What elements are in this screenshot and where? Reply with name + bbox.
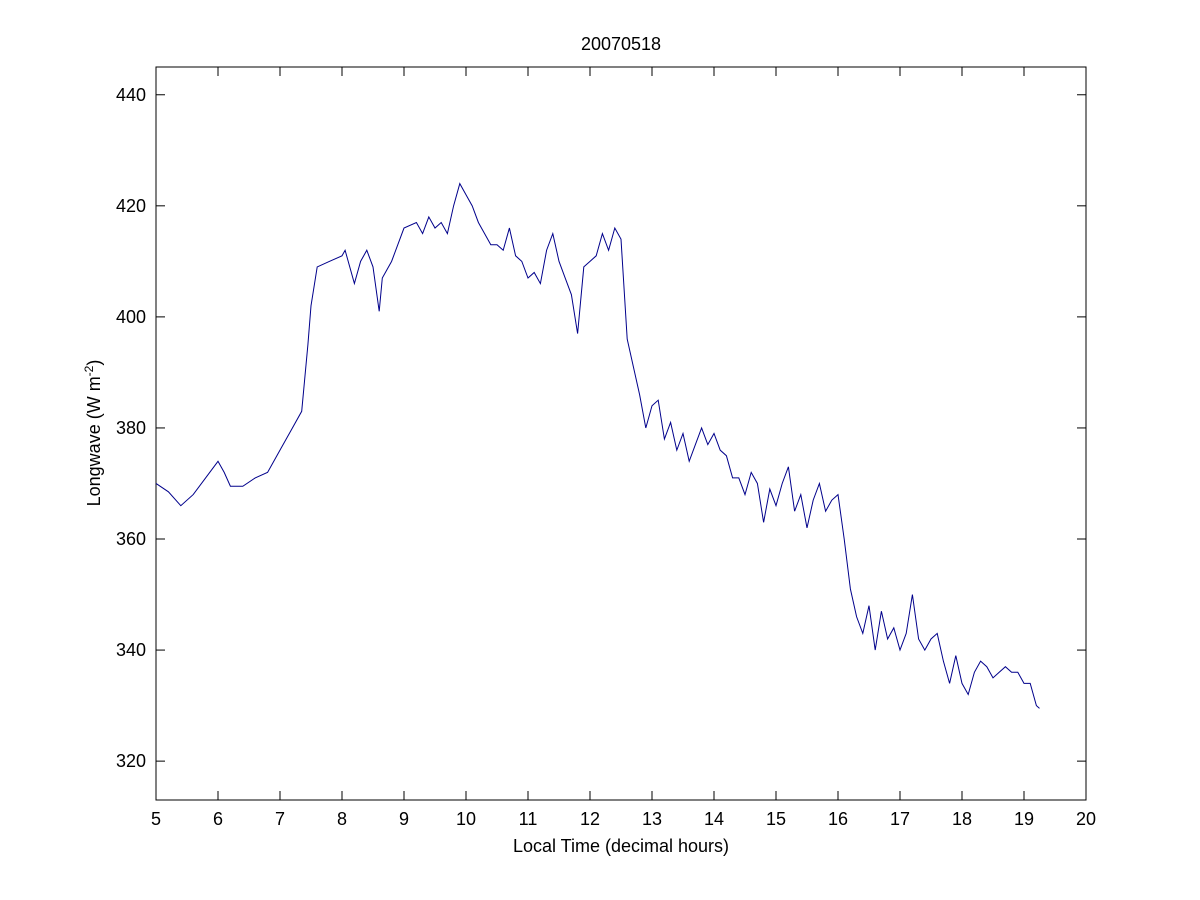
y-tick-label: 340 [116,640,146,660]
y-axis-label: Longwave (W m-2) [82,360,104,507]
x-tick-label: 18 [952,809,972,829]
y-tick-label: 440 [116,85,146,105]
x-tick-label: 6 [213,809,223,829]
x-tick-label: 14 [704,809,724,829]
plot-frame [155,66,1087,801]
y-tick-label: 380 [116,418,146,438]
chart-title: 20070518 [581,34,661,54]
x-tick-label: 8 [337,809,347,829]
x-tick-label: 20 [1076,809,1096,829]
x-tick-label: 19 [1014,809,1034,829]
y-tick-label: 420 [116,196,146,216]
y-tick-label: 360 [116,529,146,549]
y-axis-label-sup: -2 [82,365,96,376]
x-tick-label: 7 [275,809,285,829]
x-tick-label: 11 [519,809,538,829]
x-tick-label: 13 [642,809,662,829]
y-tick-label: 320 [116,751,146,771]
data-line [155,182,1040,709]
x-axis-label: Local Time (decimal hours) [513,836,729,856]
y-axis-label-end: ) [84,360,104,366]
x-tick-label: 10 [456,809,476,829]
x-tick-label: 16 [828,809,848,829]
x-tick-label: 9 [399,809,409,829]
y-tick-label: 400 [116,307,146,327]
x-tick-label: 17 [890,809,910,829]
x-tick-label: 12 [580,809,600,829]
x-tick-label: 5 [151,809,161,829]
x-tick-label: 15 [766,809,786,829]
y-axis-label-text: Longwave (W m [84,376,104,506]
